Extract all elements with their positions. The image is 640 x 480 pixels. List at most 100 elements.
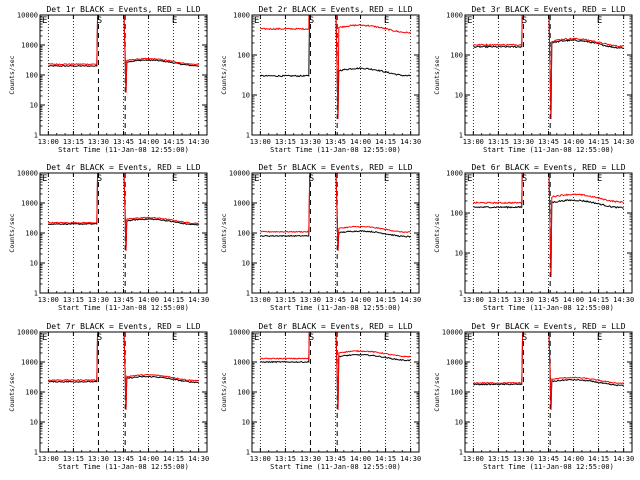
y-axis-label: Counts/sec xyxy=(220,213,228,252)
y-axis-label: Counts/sec xyxy=(8,372,16,411)
event-marker-e: E xyxy=(597,174,602,184)
y-axis-label: Counts/sec xyxy=(433,213,441,252)
event-marker-e: E xyxy=(254,174,259,184)
x-tick-label: 14:00 xyxy=(350,138,371,146)
panel-title: Det 1r BLACK = Events, RED = LLD xyxy=(46,5,200,14)
x-tick-label: 14:15 xyxy=(375,455,396,463)
y-tick-label: 10 xyxy=(455,92,463,100)
panel-title: Det 6r BLACK = Events, RED = LLD xyxy=(471,163,625,172)
panel-det-9: Det 9r BLACK = Events, RED = LLD 1 10 100 10… xyxy=(433,322,634,471)
x-tick-label: 13:00 xyxy=(463,138,484,146)
x-tick-label: 13:45 xyxy=(538,296,559,304)
panel-det-8: Det 8r BLACK = Events, RED = LLD 1 10 100 10… xyxy=(220,322,421,471)
y-axis-label: Counts/sec xyxy=(433,55,441,94)
y-tick-label: 10 xyxy=(30,260,38,268)
y-tick-label: 10000 xyxy=(229,329,250,337)
y-tick-label: 10000 xyxy=(17,12,38,20)
panel-det-5: Det 5r BLACK = Events, RED = LLD 1 10 100 10… xyxy=(220,163,421,312)
x-tick-label: 14:30 xyxy=(400,296,421,304)
y-axis-label: Counts/sec xyxy=(433,372,441,411)
x-tick-label: 13:00 xyxy=(38,296,59,304)
x-tick-label: 13:15 xyxy=(488,138,509,146)
x-tick-label: 13:45 xyxy=(325,455,346,463)
y-tick-label: 1000 xyxy=(21,359,38,367)
series-line-lld xyxy=(48,15,199,94)
y-tick-label: 1 xyxy=(459,290,463,298)
event-marker-e: E xyxy=(42,174,47,184)
y-tick-label: 1000 xyxy=(21,42,38,50)
x-tick-label: 14:00 xyxy=(138,138,159,146)
y-tick-label: 1000 xyxy=(446,12,463,20)
event-marker-s: S xyxy=(522,16,527,26)
x-axis-label: Start Time (11-Jan-08 12:55:00) xyxy=(270,304,401,312)
y-tick-label: 1 xyxy=(34,132,38,140)
x-tick-label: 13:30 xyxy=(300,455,321,463)
x-tick-label: 13:45 xyxy=(113,455,134,463)
y-tick-label: 10 xyxy=(242,92,250,100)
event-marker-e: E xyxy=(172,174,177,184)
y-tick-label: 10 xyxy=(30,102,38,110)
y-tick-label: 1000 xyxy=(233,12,250,20)
series-line-lld xyxy=(473,173,624,278)
x-tick-label: 13:00 xyxy=(463,455,484,463)
x-tick-label: 13:45 xyxy=(113,296,134,304)
x-tick-label: 14:30 xyxy=(400,455,421,463)
panel-det-7: Det 7r BLACK = Events, RED = LLD 1 10 100 10… xyxy=(8,322,209,471)
y-tick-label: 1000 xyxy=(233,359,250,367)
x-tick-label: 13:15 xyxy=(275,455,296,463)
y-tick-label: 1000 xyxy=(233,200,250,208)
y-axis-label: Counts/sec xyxy=(220,55,228,94)
event-marker-s: S xyxy=(97,174,102,184)
y-tick-label: 1 xyxy=(459,449,463,457)
x-axis-label: Start Time (11-Jan-08 12:55:00) xyxy=(58,304,189,312)
series-line-events xyxy=(48,173,199,252)
y-axis-label: Counts/sec xyxy=(220,372,228,411)
panel-det-2: Det 2r BLACK = Events, RED = LLD 1 10 100 10… xyxy=(220,5,421,154)
x-tick-label: 14:30 xyxy=(400,138,421,146)
y-tick-label: 10000 xyxy=(17,329,38,337)
x-axis-label: Start Time (11-Jan-08 12:55:00) xyxy=(483,304,614,312)
series-line-lld xyxy=(473,332,624,411)
x-tick-label: 13:30 xyxy=(88,296,109,304)
y-tick-label: 10 xyxy=(242,260,250,268)
x-axis-label: Start Time (11-Jan-08 12:55:00) xyxy=(483,463,614,471)
event-marker-e: E xyxy=(384,174,389,184)
event-marker-e: E xyxy=(254,16,259,26)
x-tick-label: 13:15 xyxy=(488,296,509,304)
series-line-lld xyxy=(48,332,199,411)
x-tick-label: 13:30 xyxy=(88,138,109,146)
y-tick-label: 100 xyxy=(25,389,38,397)
x-tick-label: 14:00 xyxy=(563,455,584,463)
x-tick-label: 13:15 xyxy=(275,296,296,304)
panel-det-3: Det 3r BLACK = Events, RED = LLD 1 10 100 10… xyxy=(433,5,634,154)
x-tick-label: 13:00 xyxy=(250,455,271,463)
x-tick-label: 14:30 xyxy=(188,296,209,304)
x-tick-label: 14:30 xyxy=(613,455,634,463)
y-tick-label: 1 xyxy=(246,132,250,140)
event-marker-e: E xyxy=(467,16,472,26)
event-marker-s: S xyxy=(309,174,314,184)
y-tick-label: 10 xyxy=(242,419,250,427)
x-tick-label: 14:30 xyxy=(613,296,634,304)
series-line-events xyxy=(473,332,624,411)
y-tick-label: 10 xyxy=(455,419,463,427)
x-tick-label: 14:00 xyxy=(563,138,584,146)
x-tick-label: 14:15 xyxy=(588,138,609,146)
panel-title: Det 7r BLACK = Events, RED = LLD xyxy=(46,322,200,331)
y-tick-label: 1 xyxy=(34,290,38,298)
y-tick-label: 100 xyxy=(25,72,38,80)
x-axis-label: Start Time (11-Jan-08 12:55:00) xyxy=(58,463,189,471)
x-tick-label: 13:15 xyxy=(63,296,84,304)
x-tick-label: 13:45 xyxy=(113,138,134,146)
panel-det-1: Det 1r BLACK = Events, RED = LLD 1 10 100 10… xyxy=(8,5,209,154)
x-tick-label: 13:15 xyxy=(63,138,84,146)
x-tick-label: 13:45 xyxy=(538,455,559,463)
y-tick-label: 10 xyxy=(455,250,463,258)
event-marker-s: S xyxy=(97,333,102,343)
series-line-lld xyxy=(260,15,411,120)
y-tick-label: 1000 xyxy=(21,200,38,208)
event-marker-e: E xyxy=(597,16,602,26)
x-axis-label: Start Time (11-Jan-08 12:55:00) xyxy=(483,146,614,154)
x-tick-label: 14:00 xyxy=(563,296,584,304)
